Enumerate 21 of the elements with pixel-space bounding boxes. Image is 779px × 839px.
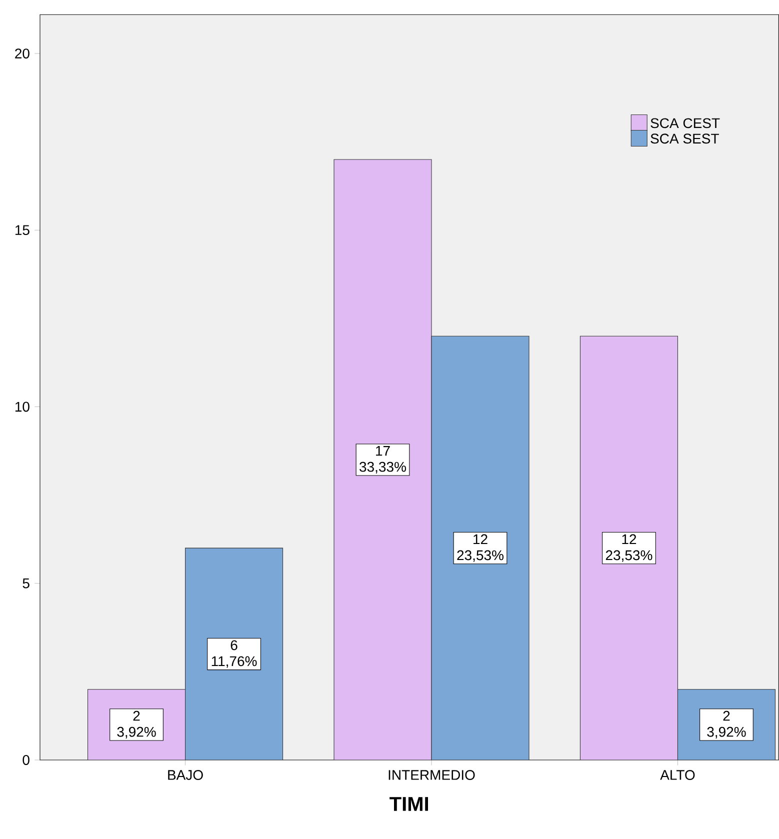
y-tick-label: 5 [22, 578, 30, 588]
bar [431, 336, 530, 760]
x-tick-label: INTERMEDIO [388, 770, 475, 780]
data-label: 12 23,53% [457, 534, 504, 562]
data-label: 17 33,33% [360, 446, 406, 474]
bar [334, 159, 432, 760]
x-tick-label: ALTO [660, 770, 695, 780]
y-tick-label: 20 [15, 48, 30, 58]
x-tick-label: BAJO [168, 770, 203, 780]
y-tick-label: 15 [15, 225, 30, 236]
x-axis-title: TIMI [390, 797, 428, 811]
y-tick-label: 10 [15, 402, 30, 412]
data-label: 2 3,92% [117, 710, 156, 738]
legend-label: SCA SEST [650, 134, 719, 144]
data-label: 2 3,92% [707, 710, 746, 738]
bar [580, 336, 678, 760]
data-label: 12 23,53% [606, 534, 652, 562]
bar [185, 548, 283, 760]
y-tick-label: 0 [22, 755, 30, 765]
data-label: 6 11,76% [212, 640, 257, 668]
legend-label: SCA CEST [650, 118, 720, 128]
